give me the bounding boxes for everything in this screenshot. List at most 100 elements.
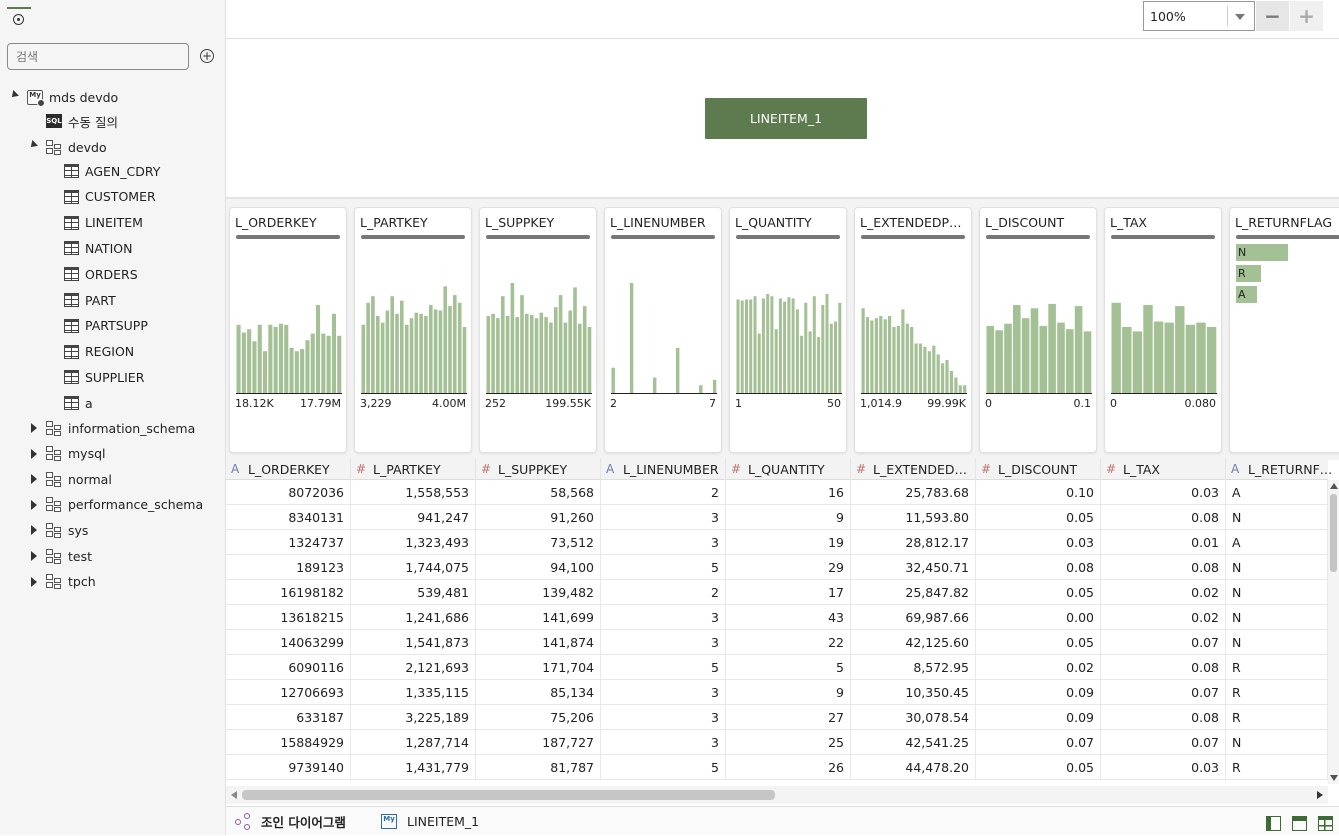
tree-table[interactable]: REGION xyxy=(64,341,134,363)
histogram-bar[interactable] xyxy=(501,296,505,393)
histogram-bar[interactable] xyxy=(404,324,409,393)
histogram-bar[interactable] xyxy=(273,327,278,393)
table-cell[interactable]: 0.05 xyxy=(976,755,1101,780)
histogram-bar[interactable] xyxy=(321,333,326,393)
tree-schema-devdo[interactable]: devdo xyxy=(46,136,107,158)
histogram-bar[interactable] xyxy=(520,295,524,393)
histogram-bar[interactable] xyxy=(753,296,757,393)
histogram-bar[interactable] xyxy=(958,385,962,393)
profile-card[interactable]: L_EXTENDEDPRICE 1,014.9 99.99K xyxy=(854,207,972,453)
histogram-bar[interactable] xyxy=(740,300,744,393)
histogram-bar[interactable] xyxy=(1206,327,1217,393)
tree-schema[interactable]: performance_schema xyxy=(46,494,203,516)
table-cell[interactable]: 3,225,189 xyxy=(351,705,476,730)
histogram-bar[interactable] xyxy=(278,323,283,393)
table-cell[interactable]: 22 xyxy=(726,630,851,655)
table-cell[interactable]: 1,335,115 xyxy=(351,680,476,705)
table-cell[interactable]: 141,874 xyxy=(476,630,601,655)
expand-right-icon[interactable] xyxy=(31,576,37,587)
histogram-bar[interactable] xyxy=(1030,308,1039,393)
table-cell[interactable]: 69,987.66 xyxy=(851,605,976,630)
add-icon[interactable]: + xyxy=(200,49,214,63)
table-cell[interactable]: 539,481 xyxy=(351,580,476,605)
table-cell[interactable]: A xyxy=(1226,530,1328,555)
histogram-bar[interactable] xyxy=(804,302,808,393)
profile-card[interactable]: L_RETURNFLAG N R A xyxy=(1229,207,1339,453)
histogram-bar[interactable] xyxy=(914,343,918,394)
table-cell[interactable]: 14063299 xyxy=(226,630,351,655)
histogram-bar[interactable] xyxy=(963,385,967,393)
tree-schema[interactable]: test xyxy=(46,545,92,567)
table-cell[interactable]: 6090116 xyxy=(226,655,351,680)
histogram-bar[interactable] xyxy=(414,312,419,393)
expand-right-icon[interactable] xyxy=(31,423,37,433)
table-cell[interactable]: 0.08 xyxy=(1101,555,1226,580)
table-cell[interactable]: 0.05 xyxy=(976,580,1101,605)
histogram-bar[interactable] xyxy=(817,336,821,393)
table-cell[interactable]: 1,241,686 xyxy=(351,605,476,630)
table-cell[interactable]: 0.08 xyxy=(1101,655,1226,680)
table-cell[interactable]: 75,206 xyxy=(476,705,601,730)
table-cell[interactable]: 0.09 xyxy=(976,705,1101,730)
histogram-bar[interactable] xyxy=(429,305,433,393)
profile-card[interactable]: L_SUPPKEY 252 199.55K xyxy=(479,207,597,453)
table-cell[interactable]: 15884929 xyxy=(226,730,351,755)
histogram-bar[interactable] xyxy=(257,324,262,393)
table-cell[interactable]: 1,323,493 xyxy=(351,530,476,555)
tree-schema[interactable]: mysql xyxy=(46,443,106,465)
vertical-scrollbar[interactable] xyxy=(1328,480,1339,784)
histogram-bar[interactable] xyxy=(892,327,896,393)
table-cell[interactable]: 0.02 xyxy=(1101,605,1226,630)
column-header[interactable]: # L_QUANTITY xyxy=(726,458,851,480)
histogram-bar[interactable] xyxy=(1039,325,1048,393)
tree-table[interactable]: SUPPLIER xyxy=(64,366,144,388)
table-row[interactable]: 189123 1,744,075 94,100 5 29 32,450.71 0.08 0.0… xyxy=(226,555,1328,580)
table-cell[interactable]: 8072036 xyxy=(226,480,351,505)
histogram-bar[interactable] xyxy=(1048,303,1056,393)
search-input[interactable] xyxy=(7,43,189,70)
table-cell[interactable]: 141,699 xyxy=(476,605,601,630)
table-cell[interactable]: 0.03 xyxy=(1101,755,1226,780)
histogram-bar[interactable] xyxy=(1111,302,1121,393)
table-cell[interactable]: 81,787 xyxy=(476,755,601,780)
histogram-bar[interactable] xyxy=(1066,329,1074,393)
layout-left-panel-icon[interactable] xyxy=(1266,816,1281,831)
table-cell[interactable]: 94,100 xyxy=(476,555,601,580)
table-row[interactable]: 16198182 539,481 139,482 2 17 25,847.82 0.05 0.… xyxy=(226,580,1328,605)
table-cell[interactable]: 0.03 xyxy=(976,530,1101,555)
histogram-bar[interactable] xyxy=(861,308,865,393)
table-cell[interactable]: 9739140 xyxy=(226,755,351,780)
histogram-bar[interactable] xyxy=(1175,306,1185,393)
table-cell[interactable]: 25,847.82 xyxy=(851,580,976,605)
table-cell[interactable]: A xyxy=(1226,480,1328,505)
histogram-bar[interactable] xyxy=(1021,318,1030,393)
table-cell[interactable]: 8340131 xyxy=(226,505,351,530)
table-cell[interactable]: R xyxy=(1226,655,1328,680)
histogram-bar[interactable] xyxy=(573,287,577,393)
histogram-bar[interactable] xyxy=(443,286,447,393)
category-bar[interactable]: A xyxy=(1236,286,1257,303)
histogram-bar[interactable] xyxy=(1083,331,1092,393)
table-cell[interactable]: 73,512 xyxy=(476,530,601,555)
table-row[interactable]: 8072036 1,558,553 58,568 2 16 25,783.68 0.10 0.… xyxy=(226,480,1328,505)
table-cell[interactable]: 42,125.60 xyxy=(851,630,976,655)
expand-down-icon[interactable] xyxy=(28,140,38,150)
profile-card[interactable]: L_PARTKEY 3,229 4.00M xyxy=(354,207,472,453)
horizontal-scrollbar[interactable] xyxy=(226,786,1328,804)
histogram-bar[interactable] xyxy=(918,343,923,394)
table-cell[interactable]: N xyxy=(1226,730,1328,755)
histogram-bar[interactable] xyxy=(901,309,905,393)
table-cell[interactable]: N xyxy=(1226,555,1328,580)
table-cell[interactable]: 0.08 xyxy=(1101,705,1226,730)
histogram-bar[interactable] xyxy=(491,313,495,393)
histogram-bar[interactable] xyxy=(812,296,816,393)
table-cell[interactable]: 42,541.25 xyxy=(851,730,976,755)
table-cell[interactable]: 26 xyxy=(726,755,851,780)
histogram-bar[interactable] xyxy=(736,299,740,394)
table-cell[interactable]: 5 xyxy=(601,555,726,580)
table-cell[interactable]: 32,450.71 xyxy=(851,555,976,580)
table-cell[interactable]: 1324737 xyxy=(226,530,351,555)
histogram-bar[interactable] xyxy=(749,299,753,394)
expand-right-icon[interactable] xyxy=(31,525,37,536)
tree-table[interactable]: PARTSUPP xyxy=(64,315,148,337)
